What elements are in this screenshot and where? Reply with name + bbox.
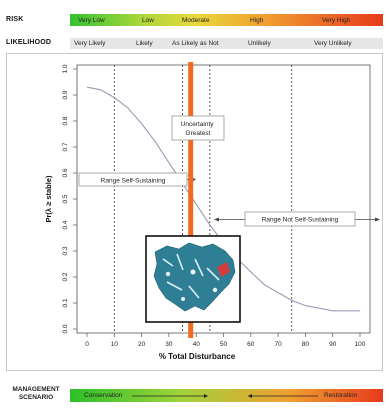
risk-label: RISK [6,16,24,23]
y-tick-label: 0.3 [62,246,69,255]
likelihood-label: LIKELIHOOD [6,39,52,46]
y-axis-ticks: 0.0 0.1 0.2 0.3 0.4 0.5 0.6 0.7 0.8 0.9 1.0 [62,64,77,334]
likelihood-very-unlikely: Very Unlikely [314,40,352,47]
likelihood-likely: Likely [136,40,153,47]
management-conservation: Conservation [84,392,123,399]
y-tick-label: 0.2 [62,272,69,281]
vertical-reference-lines [113,65,293,333]
annotation-not-self-sustaining: Range Not Self-Sustaining [214,211,380,227]
y-tick-label: 0.1 [62,298,69,307]
annotation-not-self-sustaining-text: Range Not Self-Sustaining [262,217,339,224]
y-tick-label: 1.0 [62,64,69,73]
y-tick-label: 0.5 [62,194,69,203]
x-tick-label: 40 [193,341,201,348]
risk-level-low: Low [142,16,154,24]
likelihood-scale-bar: Very Likely Likely As Likely as Not Unli… [70,38,383,49]
y-tick-label: 0.4 [62,220,69,229]
likelihood-very-likely: Very Likely [74,40,106,47]
map-region [153,242,236,312]
likelihood-unlikely: Unlikely [248,40,271,47]
x-tick-label: 30 [165,341,173,348]
y-tick-label: 0.9 [62,90,69,99]
x-axis-ticks: 0 10 20 30 40 50 60 70 80 90 100 [85,333,366,348]
x-tick-label: 70 [274,341,282,348]
x-tick-label: 10 [111,341,119,348]
likelihood-as-likely-as-not: As Likely as Not [172,40,219,47]
management-label-line2: SCENARIO [18,394,54,401]
risk-level-moderate: Moderate [182,16,210,24]
management-scenario-bar: Conservation Restoration [70,389,383,402]
risk-level-very-low: Very Low [78,16,105,24]
risk-level-high: High [250,16,264,24]
x-tick-label: 80 [302,341,310,348]
y-tick-label: 0.8 [62,116,69,125]
annotation-uncertainty: Uncertainty Greatest [171,115,225,141]
x-tick-label: 20 [138,341,146,348]
risk-level-very-high: Very High [322,16,351,24]
y-tick-label: 0.0 [62,324,69,333]
disturbance-chart: 0 10 20 30 40 50 60 70 80 90 100 0.00.10.20.30.40.… [44,62,380,361]
management-arrow [132,394,318,398]
management-label-line1: MANAGEMENT [12,386,60,393]
y-axis-label: Pr(λ ≥ stable) [44,175,53,223]
risk-scale-bar: Very Low Low Moderate High Very High [70,14,383,26]
x-axis-label: % Total Disturbance [159,352,236,361]
x-tick-label: 50 [220,341,228,348]
x-tick-label: 60 [247,341,255,348]
management-restoration: Restoration [324,392,358,399]
annotation-self-sustaining-text: Range Self-Sustaining [101,178,166,185]
annotation-self-sustaining: Range Self-Sustaining [78,172,196,187]
y-tick-label: 0.6 [62,168,69,177]
x-tick-label: 90 [329,341,337,348]
x-tick-label: 100 [355,341,366,348]
management-scenario-label: MANAGEMENT SCENARIO [6,386,66,402]
chart-frame: 0 10 20 30 40 50 60 70 80 90 100 0.0 0.1 0.2 0.3 0.4 0.… [6,53,383,371]
x-tick-label: 0 [85,341,89,348]
annotation-uncertainty-text: Uncertainty Greatest [181,121,216,137]
threshold-bar [188,62,194,338]
inset-map [145,235,241,323]
y-tick-label: 0.7 [62,142,69,151]
